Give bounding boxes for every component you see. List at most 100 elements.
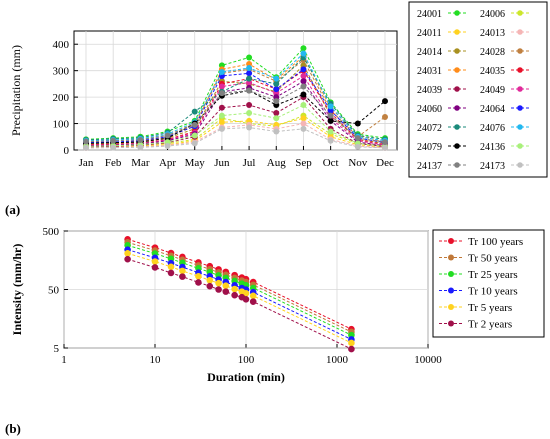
legend-label: 24049 xyxy=(480,85,505,96)
data-point xyxy=(83,138,89,145)
data-point xyxy=(327,103,334,110)
legend-entry: 24137 xyxy=(417,161,466,172)
legend-marker xyxy=(454,162,460,168)
series-tr-2-years xyxy=(124,255,355,353)
legend-marker xyxy=(454,48,460,54)
data-point xyxy=(300,72,307,79)
legend-box xyxy=(432,229,545,338)
legend-label: 24079 xyxy=(417,142,442,153)
legend-label: Tr 100 years xyxy=(468,236,523,248)
legend-entry: 24031 xyxy=(417,66,466,77)
data-point xyxy=(300,83,307,90)
data-point xyxy=(164,132,171,139)
y-tick-label: 300 xyxy=(53,66,70,78)
x-tick-label: 10000 xyxy=(414,354,442,366)
data-point xyxy=(246,124,253,131)
idf-chart: 1 10 100 1000 10000 5 50 500 Duration (min) Inten… xyxy=(10,226,545,384)
legend-marker xyxy=(448,238,454,244)
x-tick-label: Jun xyxy=(214,157,230,169)
legend-entry: 24076 xyxy=(480,123,529,134)
series-24137 xyxy=(83,83,388,146)
data-point xyxy=(246,75,253,82)
panel-b-label: (b) xyxy=(5,421,21,436)
data-point xyxy=(151,258,159,265)
data-point xyxy=(246,54,253,61)
data-point xyxy=(382,98,388,105)
data-point xyxy=(273,98,280,105)
data-point xyxy=(110,144,117,151)
data-point xyxy=(300,115,307,122)
series-line xyxy=(86,115,386,147)
data-point xyxy=(195,279,202,286)
legend-label: 24031 xyxy=(417,66,442,77)
legend-label: 24039 xyxy=(417,85,442,96)
legend-entry: 24173 xyxy=(480,161,529,172)
data-point xyxy=(246,87,253,94)
legend-label: 24060 xyxy=(417,104,442,115)
data-point xyxy=(273,109,280,116)
data-point xyxy=(348,345,355,353)
data-point xyxy=(191,140,198,147)
series-line xyxy=(85,64,386,145)
data-point xyxy=(167,269,175,277)
legend-label: Tr 50 years xyxy=(468,253,518,265)
legend-marker xyxy=(448,271,454,277)
data-point xyxy=(300,120,307,127)
data-point xyxy=(327,117,334,124)
legend-entry: 24039 xyxy=(417,85,466,96)
x-tick-label: Oct xyxy=(323,157,339,169)
legend-label: 24072 xyxy=(417,123,442,134)
y-tick-label: 500 xyxy=(43,226,60,238)
data-point xyxy=(218,104,225,111)
legend-entry: 24049 xyxy=(480,85,529,96)
data-point xyxy=(354,120,361,127)
legend-entry: 24001 xyxy=(417,9,466,20)
series-line xyxy=(85,127,386,149)
data-point xyxy=(83,144,89,151)
legend-label: Tr 25 years xyxy=(468,269,518,281)
data-point xyxy=(206,276,214,284)
data-point xyxy=(191,121,198,128)
data-point xyxy=(246,70,253,77)
data-point xyxy=(218,125,225,132)
legend-entry: 24006 xyxy=(480,9,529,20)
x-tick-label: Apr xyxy=(159,157,176,169)
legend-entry: 24060 xyxy=(417,104,466,115)
legend-marker xyxy=(454,29,460,35)
data-point xyxy=(215,279,222,287)
data-point xyxy=(206,282,214,290)
y-tick-label: 100 xyxy=(53,119,70,131)
legend-marker xyxy=(448,304,454,310)
legend-marker xyxy=(517,162,523,168)
legend-label: 24173 xyxy=(480,161,505,172)
legend-marker xyxy=(454,124,460,130)
legend-entry: 24035 xyxy=(480,66,529,77)
legend-label: 24137 xyxy=(417,161,442,172)
series-line xyxy=(85,75,386,146)
data-point xyxy=(215,286,222,293)
legend-marker xyxy=(517,67,523,73)
legend-entry: Tr 10 years xyxy=(439,286,518,298)
data-point xyxy=(249,292,257,300)
series-line xyxy=(85,69,386,146)
data-point xyxy=(167,263,175,271)
legend-entry: 24136 xyxy=(480,142,529,153)
series-line xyxy=(85,85,386,143)
legend-entry: 24013 xyxy=(480,28,529,39)
legend-marker xyxy=(517,10,523,16)
x-tick-label: Aug xyxy=(267,157,286,169)
series-24173 xyxy=(83,124,388,151)
data-point xyxy=(327,137,334,144)
data-point xyxy=(300,91,307,98)
legend-label: 24136 xyxy=(480,142,505,153)
legend-entry: 24028 xyxy=(480,47,529,58)
plot-frame xyxy=(73,30,398,151)
panel-a-label: (a) xyxy=(5,202,20,217)
y-tick-label: 50 xyxy=(48,285,60,297)
data-point xyxy=(179,273,186,280)
series-line xyxy=(85,55,386,144)
data-point xyxy=(222,282,230,290)
data-point xyxy=(137,144,144,151)
legend-marker xyxy=(448,320,454,327)
